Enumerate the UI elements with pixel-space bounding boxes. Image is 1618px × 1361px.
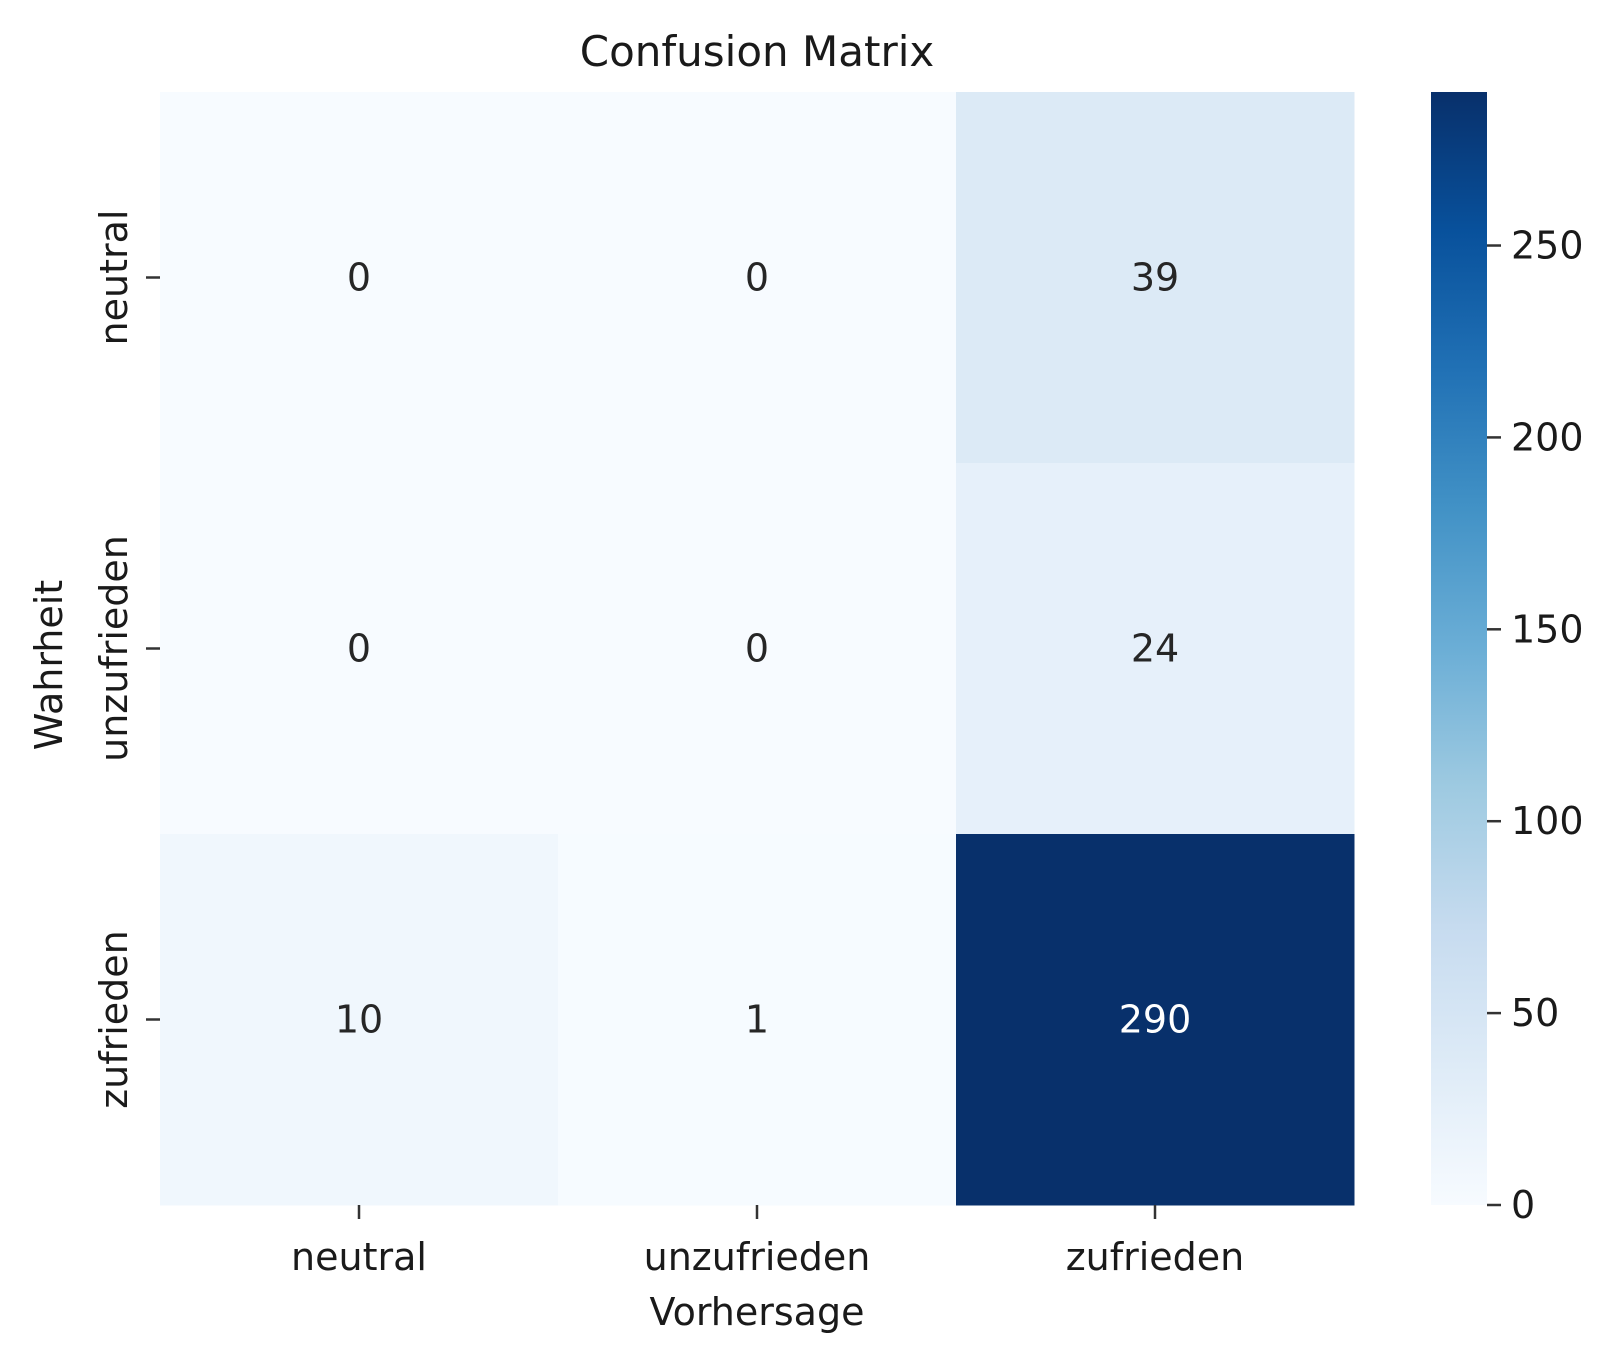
heatmap-cell [160, 834, 559, 1206]
x-axis-ticks: neutral unzufrieden zufrieden [291, 1205, 1244, 1279]
cell-value-label: 24 [1131, 627, 1179, 671]
colorbar-tick-label: 150 [1511, 607, 1584, 651]
heatmap-cell [558, 92, 957, 464]
cell-value-label: 10 [335, 998, 383, 1042]
heatmap-cell [558, 834, 957, 1206]
colorbar-tick-label: 250 [1511, 224, 1584, 268]
heatmap-cell [160, 463, 559, 835]
cell-value-label: 0 [745, 256, 769, 300]
colorbar [1431, 92, 1487, 1205]
y-tick-label: unzufrieden [92, 535, 136, 762]
y-axis-label: Wahrheit [27, 580, 71, 750]
colorbar-tick-label: 100 [1511, 799, 1584, 843]
colorbar-tick-label: 200 [1511, 415, 1584, 459]
colorbar-tick-label: 50 [1511, 991, 1559, 1035]
heatmap-cell [558, 463, 957, 835]
heatmap-cell [956, 834, 1355, 1206]
cell-value-label: 39 [1131, 256, 1179, 300]
heatmap-cells [160, 92, 1355, 1206]
colorbar-tick-label: 0 [1511, 1183, 1535, 1227]
colorbar-ticks: 0 50 100 150 200 250 [1487, 224, 1584, 1227]
cell-value-label: 0 [745, 627, 769, 671]
heatmap-cell [160, 92, 559, 464]
heatmap-cell [956, 463, 1355, 835]
y-tick-label: zufrieden [92, 930, 136, 1109]
y-axis-ticks: neutral unzufrieden zufrieden [92, 210, 160, 1109]
chart-title: Confusion Matrix [580, 27, 935, 76]
cell-value-label: 0 [347, 627, 371, 671]
cell-value-label: 290 [1119, 998, 1192, 1042]
x-axis-label: Vorhersage [650, 1290, 865, 1334]
heatmap-cell [956, 92, 1355, 464]
cell-value-label: 0 [347, 256, 371, 300]
heatmap-cell-labels: 0 0 39 0 0 24 10 1 290 [335, 256, 1191, 1042]
x-tick-label: zufrieden [1066, 1235, 1245, 1279]
x-tick-label: unzufrieden [644, 1235, 871, 1279]
y-tick-label: neutral [92, 210, 136, 346]
x-tick-label: neutral [291, 1235, 427, 1279]
cell-value-label: 1 [745, 998, 769, 1042]
